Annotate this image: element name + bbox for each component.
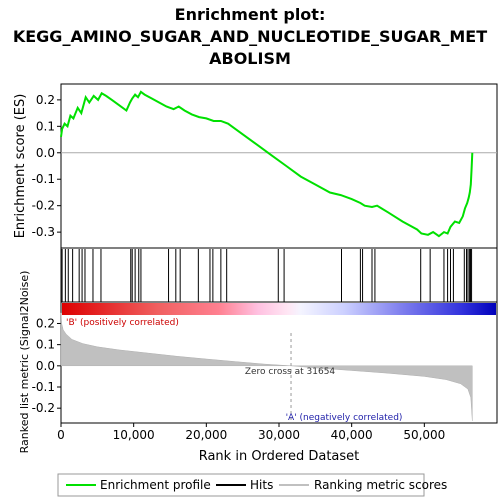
es-y-tick-label: 0.0 <box>36 146 55 160</box>
x-tick-label: 20,000 <box>185 428 227 442</box>
legend-label-hits: Hits <box>250 478 273 492</box>
metric-y-ticks: -0.2 -0.1 0.0 0.1 0.2 <box>32 316 61 415</box>
es-y-ticks: -0.3 -0.2 -0.1 0.0 0.1 0.2 <box>32 93 61 239</box>
legend-label-ranking-metric: Ranking metric scores <box>314 478 447 492</box>
metric-y-tick-label: 0.2 <box>36 316 55 330</box>
es-y-tick-label: -0.1 <box>32 172 55 186</box>
metric-y-tick-label: -0.2 <box>32 401 55 415</box>
chart-title-line-2: KEGG_AMINO_SUGAR_AND_NUCLEOTIDE_SUGAR_ME… <box>13 27 487 46</box>
es-y-tick-label: 0.1 <box>36 119 55 133</box>
metric-y-tick-label: 0.0 <box>36 359 55 373</box>
y-axis-label-metric: Ranked list metric (Signal2Noise) <box>18 271 31 454</box>
x-tick-label: 0 <box>57 428 65 442</box>
ranking-metric-area <box>60 312 473 421</box>
enrichment-profile-line <box>60 90 474 238</box>
x-tick-label: 30,000 <box>258 428 300 442</box>
legend: Enrichment profile Hits Ranking metric s… <box>57 473 447 497</box>
x-axis-ticks: 0 10,000 20,000 30,000 40,000 50,000 <box>57 423 445 442</box>
es-panel-frame <box>60 83 498 249</box>
hit-marks <box>61 249 473 302</box>
metric-y-tick-label: 0.1 <box>36 338 55 352</box>
chart-title-line-3: ABOLISM <box>209 49 291 68</box>
zero-cross-label: Zero cross at 31654 <box>245 367 336 377</box>
x-tick-label: 40,000 <box>331 428 373 442</box>
chart-title-line-1: Enrichment plot: <box>175 5 326 24</box>
metric-y-tick-label: -0.1 <box>32 380 55 394</box>
x-tick-label: 10,000 <box>113 428 155 442</box>
correlation-color-band <box>62 303 496 315</box>
x-axis-label: Rank in Ordered Dataset <box>199 449 360 464</box>
hits-panel-frame <box>60 247 498 303</box>
es-y-tick-label: 0.2 <box>36 93 55 107</box>
negative-correlation-label: 'A' (negatively correlated) <box>286 413 403 423</box>
x-tick-label: 50,000 <box>403 428 445 442</box>
legend-label-enrichment-profile: Enrichment profile <box>100 478 211 492</box>
es-y-tick-label: -0.2 <box>32 199 55 213</box>
y-axis-label-es: Enrichment score (ES) <box>13 94 28 239</box>
positive-correlation-label: 'B' (positively correlated) <box>66 318 179 328</box>
es-y-tick-label: -0.3 <box>32 225 55 239</box>
